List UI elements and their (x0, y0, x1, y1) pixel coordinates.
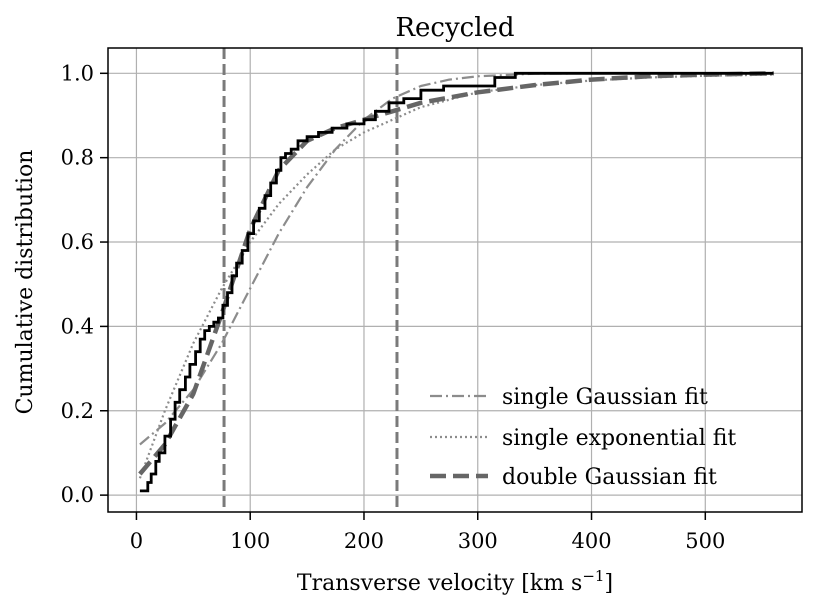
legend-label: single exponential fit (502, 426, 736, 451)
vertical-reference-lines (222, 48, 399, 512)
empirical-cdf-line (139, 71, 774, 493)
x-tick-label: 0 (130, 529, 143, 553)
y-tick-label: 0.6 (61, 230, 94, 254)
x-tick-label: 400 (571, 529, 611, 553)
y-axis-label: Cumulative distribution (13, 150, 38, 415)
series-line-dotted (138, 73, 774, 479)
legend-label: double Gaussian fit (502, 465, 717, 490)
x-tick-label: 200 (344, 529, 384, 553)
x-tick-label: 500 (685, 529, 725, 553)
x-tick-label: 100 (230, 529, 270, 553)
x-tick-label: 300 (458, 529, 498, 553)
chart-title: Recycled (395, 13, 514, 43)
x-axis-label-main: Transverse velocity [km s (297, 571, 582, 596)
series-line-dashed (138, 71, 774, 476)
ticks: 0 100 200 300 400 500 0.0 0.2 0.4 0.6 0.8 1.0 (61, 61, 726, 553)
series-lines (138, 71, 774, 493)
series-line-dashdot (139, 72, 774, 446)
y-tick-label: 0.4 (61, 314, 94, 338)
plot-frame (107, 47, 803, 513)
y-tick-label: 1.0 (61, 61, 94, 85)
legend: single Gaussian fit single exponential fi… (430, 385, 736, 490)
x-axis-label-end: ] (604, 571, 613, 596)
x-axis-label: Transverse velocity [km s−1] (297, 567, 613, 596)
y-tick-label: 0.2 (61, 399, 94, 423)
y-tick-label: 0.8 (61, 146, 94, 170)
legend-label: single Gaussian fit (502, 385, 708, 410)
x-axis-label-superscript: −1 (582, 567, 604, 585)
y-tick-label: 0.0 (61, 483, 94, 507)
